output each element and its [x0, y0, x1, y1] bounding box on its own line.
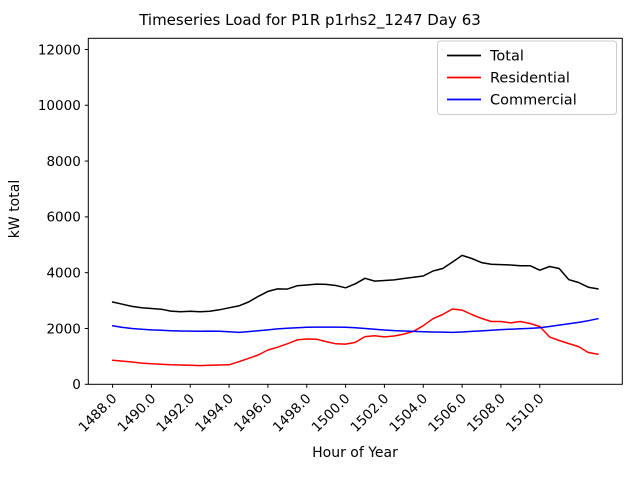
legend: Total Residential Commercial	[437, 40, 617, 115]
y-tick-label: 2000	[46, 321, 80, 337]
y-axis-ticks: 0 2000 4000 6000 8000 10000 12000	[38, 42, 89, 393]
y-tick-label: 0	[72, 377, 81, 393]
y-tick-label: 10000	[38, 98, 81, 114]
legend-label-total: Total	[489, 49, 524, 65]
series-line-total	[111, 254, 599, 313]
series-line-commercial	[111, 317, 599, 334]
x-axis-label: Hour of Year	[312, 445, 398, 461]
y-tick-label: 8000	[46, 154, 80, 170]
y-tick-label: 4000	[46, 265, 80, 281]
legend-label-commercial: Commercial	[490, 93, 577, 109]
series-line-residential	[111, 308, 599, 367]
legend-label-residential: Residential	[490, 71, 570, 87]
y-tick-label: 12000	[38, 42, 81, 58]
axes-spines	[87, 37, 623, 385]
y-tick-label: 6000	[46, 210, 80, 226]
legend-box	[437, 40, 617, 115]
y-axis-label: kW total	[7, 180, 23, 238]
chart-title: Timeseries Load for P1R p1rhs2_1247 Day …	[138, 11, 481, 30]
data-series	[111, 254, 599, 367]
